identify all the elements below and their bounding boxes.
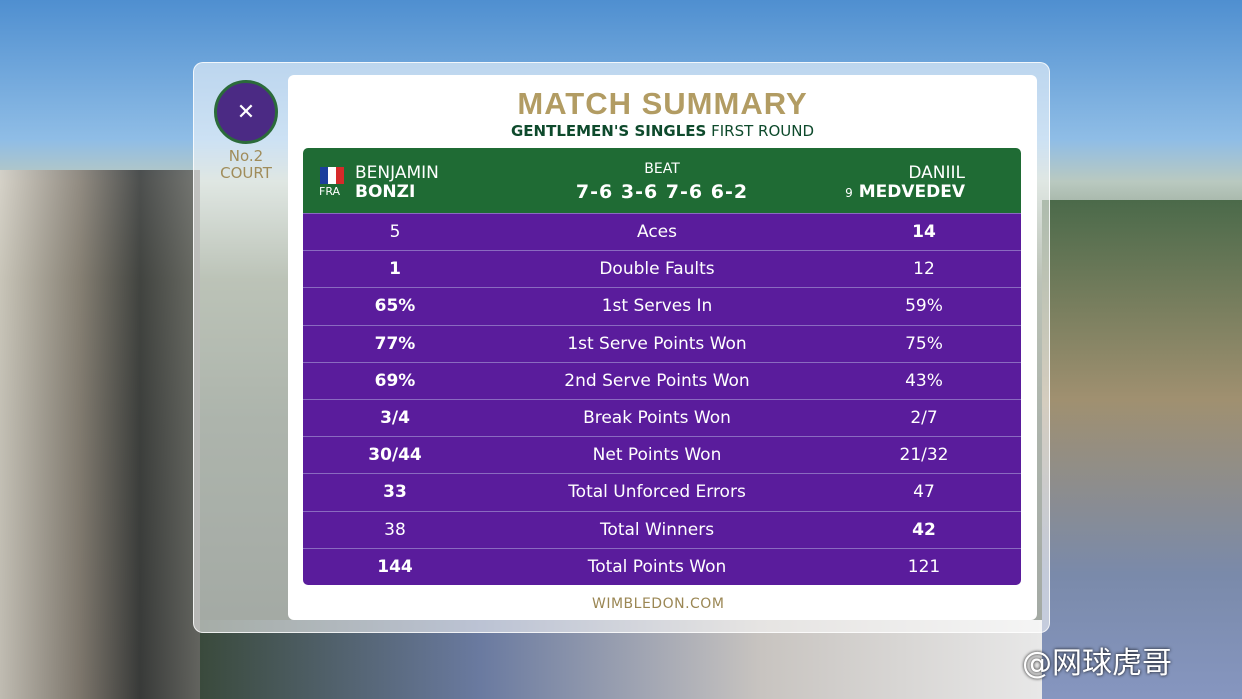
wimbledon-logo: ✕	[214, 80, 278, 144]
crossed-rackets-icon: ✕	[236, 99, 256, 125]
player1-first-name: BENJAMIN	[355, 163, 439, 183]
stat-row: 77% 1st Serve Points Won 75%	[303, 324, 1021, 362]
player1-country: FRA	[319, 185, 341, 198]
player2-stat: 59%	[905, 296, 943, 317]
player2-stat: 12	[913, 259, 935, 280]
player2-seed: 9	[845, 186, 853, 200]
stat-label: Aces	[637, 222, 677, 243]
player1-stat: 30/44	[368, 445, 422, 466]
player1-stat: 69%	[374, 370, 416, 391]
player1-stat: 5	[389, 222, 401, 243]
stat-label: 1st Serves In	[601, 296, 713, 317]
player2-stat: 121	[907, 556, 941, 577]
player2-stat: 2/7	[910, 408, 938, 429]
stat-label: Total Unforced Errors	[568, 482, 746, 503]
watermark: @网球虎哥	[1022, 646, 1172, 681]
stats-table: 5 Aces 14 1 Double Faults 12 65% 1st Serves In 5…	[303, 213, 1021, 585]
stat-label: Break Points Won	[583, 408, 731, 429]
background-crowd-right	[1042, 200, 1242, 699]
player2-stat: 43%	[905, 370, 943, 391]
match-score: 7-6 3-6 7-6 6-2	[575, 181, 749, 203]
subtitle: GENTLEMEN'S SINGLES FIRST ROUND	[288, 122, 1037, 140]
player1-stat: 3/4	[380, 408, 410, 429]
stat-label: Double Faults	[599, 259, 715, 280]
player1-last-name: BONZI	[355, 182, 416, 202]
player2-stat: 42	[912, 519, 936, 540]
background-crowd-left	[0, 170, 200, 699]
player2-first-name: DANIIL	[908, 163, 965, 183]
round-name: FIRST ROUND	[706, 122, 815, 140]
stat-row: 38 Total Winners 42	[303, 510, 1021, 548]
player2-stat: 47	[913, 482, 935, 503]
stat-label: Net Points Won	[592, 445, 722, 466]
player1-stat: 1	[389, 259, 401, 280]
court-word: COURT	[220, 164, 272, 182]
player2-name: 9 MEDVEDEV	[845, 182, 965, 202]
result-verb: BEAT	[644, 161, 680, 177]
player2-stat: 14	[912, 222, 936, 243]
stat-label: Total Points Won	[587, 556, 727, 577]
match-header: FRA BENJAMIN BONZI BEAT 7-6 3-6 7-6 6-2 …	[303, 148, 1021, 213]
stat-row: 30/44 Net Points Won 21/32	[303, 436, 1021, 474]
stat-row: 65% 1st Serves In 59%	[303, 287, 1021, 325]
player2-last-name: MEDVEDEV	[858, 182, 965, 202]
stat-row: 69% 2nd Serve Points Won 43%	[303, 361, 1021, 399]
stat-label: Total Winners	[599, 519, 715, 540]
stat-row: 3/4 Break Points Won 2/7	[303, 398, 1021, 437]
court-number: No.2	[228, 147, 264, 165]
stat-row: 33 Total Unforced Errors 47	[303, 473, 1021, 511]
stat-row: 1 Double Faults 12	[303, 250, 1021, 288]
background-crowd-bottom	[200, 620, 1042, 699]
stat-label: 2nd Serve Points Won	[564, 370, 750, 391]
stat-row: 5 Aces 14	[303, 213, 1021, 251]
france-flag-icon	[320, 167, 344, 184]
stat-row: 144 Total Points Won 121	[303, 547, 1021, 585]
player1-stat: 144	[377, 556, 413, 577]
player1-stat: 33	[383, 482, 407, 503]
player1-stat: 77%	[374, 333, 416, 354]
event-name: GENTLEMEN'S SINGLES	[510, 122, 707, 140]
website-link[interactable]: WIMBLEDON.COM	[592, 596, 725, 612]
player2-stat: 75%	[905, 333, 943, 354]
page-title: MATCH SUMMARY	[517, 86, 808, 121]
player1-stat: 65%	[374, 296, 416, 317]
court-label: No.2 COURT	[206, 148, 286, 182]
player2-stat: 21/32	[899, 445, 949, 466]
player1-stat: 38	[384, 519, 406, 540]
stat-label: 1st Serve Points Won	[567, 333, 747, 354]
